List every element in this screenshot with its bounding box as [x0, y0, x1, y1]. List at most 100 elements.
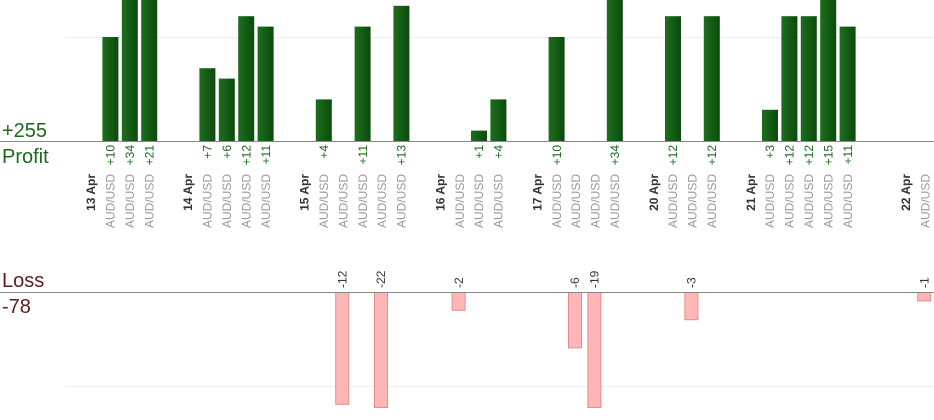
pair-label: AUD/USD — [686, 174, 700, 228]
loss-value-label: -22 — [374, 270, 388, 288]
pair-label: AUD/USD — [705, 174, 719, 228]
pair-label: AUD/USD — [336, 174, 350, 228]
loss-bar — [568, 292, 582, 349]
profit-bar — [238, 16, 255, 142]
loss-value-labels: -12-22-2-6-19-3-1-13 — [335, 270, 931, 288]
profit-value-labels: +10 +34 +21 +7 +6 +12 +11 +4 +11 +13 +1 +4 +10 +34 +12… — [104, 145, 855, 166]
profit-bars — [102, 0, 856, 142]
loss-value-label: -6 — [568, 277, 582, 288]
loss-bar — [451, 292, 466, 311]
loss-value-label: -2 — [452, 277, 466, 288]
profit-bar — [665, 16, 681, 142]
profit-value-label: +7 — [201, 145, 215, 159]
loss-bars — [335, 292, 932, 408]
profit-value-label: +6 — [220, 145, 234, 159]
pair-label: AUD/USD — [375, 174, 389, 228]
profit-value-label: +11 — [356, 145, 370, 165]
loss-bar — [587, 292, 602, 408]
profit-value-label: +4 — [492, 145, 506, 159]
date-label: 22 Apr — [899, 174, 913, 211]
pair-label: AUD/USD — [550, 174, 564, 228]
date-label: 15 Apr — [298, 174, 312, 211]
pair-label: AUD/USD — [589, 174, 603, 228]
date-label: 20 Apr — [647, 174, 661, 211]
loss-bar — [917, 292, 932, 302]
pair-label: AUD/USD — [802, 174, 816, 228]
profit-value-label: +1 — [472, 145, 486, 159]
profit-value-label: +21 — [142, 145, 156, 166]
pair-label: AUD/USD — [317, 174, 331, 228]
profit-bar — [121, 0, 138, 141]
profit-value-label: +13 — [395, 145, 409, 166]
pair-label: AUD/USD — [239, 174, 253, 228]
date-label: 16 Apr — [433, 174, 447, 211]
profit-value-label: +12 — [802, 145, 816, 166]
profit-value-label: +4 — [317, 145, 331, 159]
pair-label: AUD/USD — [356, 174, 370, 228]
pair-label: AUD/USD — [841, 174, 855, 228]
profit-bar — [820, 0, 837, 141]
pair-label: AUD/USD — [569, 174, 583, 228]
profit-bar — [141, 0, 158, 141]
profit-value-label: +10 — [550, 145, 564, 166]
pair-label: AUD/USD — [453, 174, 467, 228]
loss-value-label: -1 — [917, 277, 931, 288]
profit-value-label: +12 — [705, 145, 719, 166]
pair-label: AUD/USD — [220, 174, 234, 228]
pair-label: AUD/USD — [104, 174, 118, 228]
profit-bar — [393, 5, 410, 141]
profit-value-label: +12 — [666, 145, 680, 166]
profit-value-label: +11 — [259, 145, 273, 165]
profit-bar — [102, 37, 119, 141]
profit-value-label: +34 — [123, 145, 137, 166]
loss-value-label: -19 — [588, 270, 602, 288]
date-label: 13 Apr — [84, 174, 98, 211]
pair-label: AUD/USD — [821, 174, 835, 228]
pair-label: AUD/USD — [783, 174, 797, 228]
profit-bar — [762, 109, 778, 141]
profit-value-label: +34 — [608, 145, 622, 166]
pair-label: AUD/USD — [472, 174, 486, 228]
pair-label: AUD/USD — [201, 174, 215, 228]
profit-total: +255 — [2, 120, 47, 142]
profit-bar — [199, 68, 216, 141]
pair-label: AUD/USD — [666, 174, 680, 228]
profit-bar — [471, 130, 487, 141]
profit-bar — [606, 0, 623, 141]
pair-label: AUD/USD — [123, 174, 137, 228]
profit-value-label: +3 — [763, 145, 777, 159]
profit-value-label: +12 — [239, 145, 253, 166]
pair-label: AUD/USD — [608, 174, 622, 228]
profit-bar — [703, 16, 720, 142]
date-label: 21 Apr — [744, 174, 758, 211]
profit-value-label: +10 — [104, 145, 118, 166]
profit-value-label: +11 — [841, 145, 855, 165]
loss-bar — [335, 292, 350, 405]
pair-label: AUD/USD — [142, 174, 156, 228]
loss-value-label: -12 — [335, 270, 349, 288]
pair-label: AUD/USD — [918, 174, 932, 228]
date-label: 14 Apr — [181, 174, 195, 211]
profit-bar — [315, 99, 332, 141]
profit-value-label: +15 — [821, 145, 835, 166]
pair-label: AUD/USD — [763, 174, 777, 228]
loss-label: Loss — [2, 270, 44, 292]
loss-bar — [374, 292, 388, 408]
category-labels: 13 Apr AUD/USD AUD/USD AUD/USD 14 Apr AUD/USD… — [84, 174, 932, 228]
profit-bar — [490, 99, 507, 141]
profit-value-label: +12 — [783, 145, 797, 166]
profit-bar — [257, 26, 274, 142]
profit-bar — [800, 16, 817, 142]
profit-bar — [548, 37, 565, 141]
profit-label: Profit — [2, 146, 49, 168]
date-label: 17 Apr — [530, 174, 544, 211]
pair-label: AUD/USD — [492, 174, 506, 228]
profit-bar — [354, 26, 371, 142]
pair-label: AUD/USD — [395, 174, 409, 228]
loss-bar — [684, 292, 699, 321]
profit-bar — [839, 26, 856, 142]
loss-total: -78 — [2, 296, 31, 318]
loss-value-label: -3 — [685, 277, 699, 288]
profit-bar — [218, 78, 235, 141]
